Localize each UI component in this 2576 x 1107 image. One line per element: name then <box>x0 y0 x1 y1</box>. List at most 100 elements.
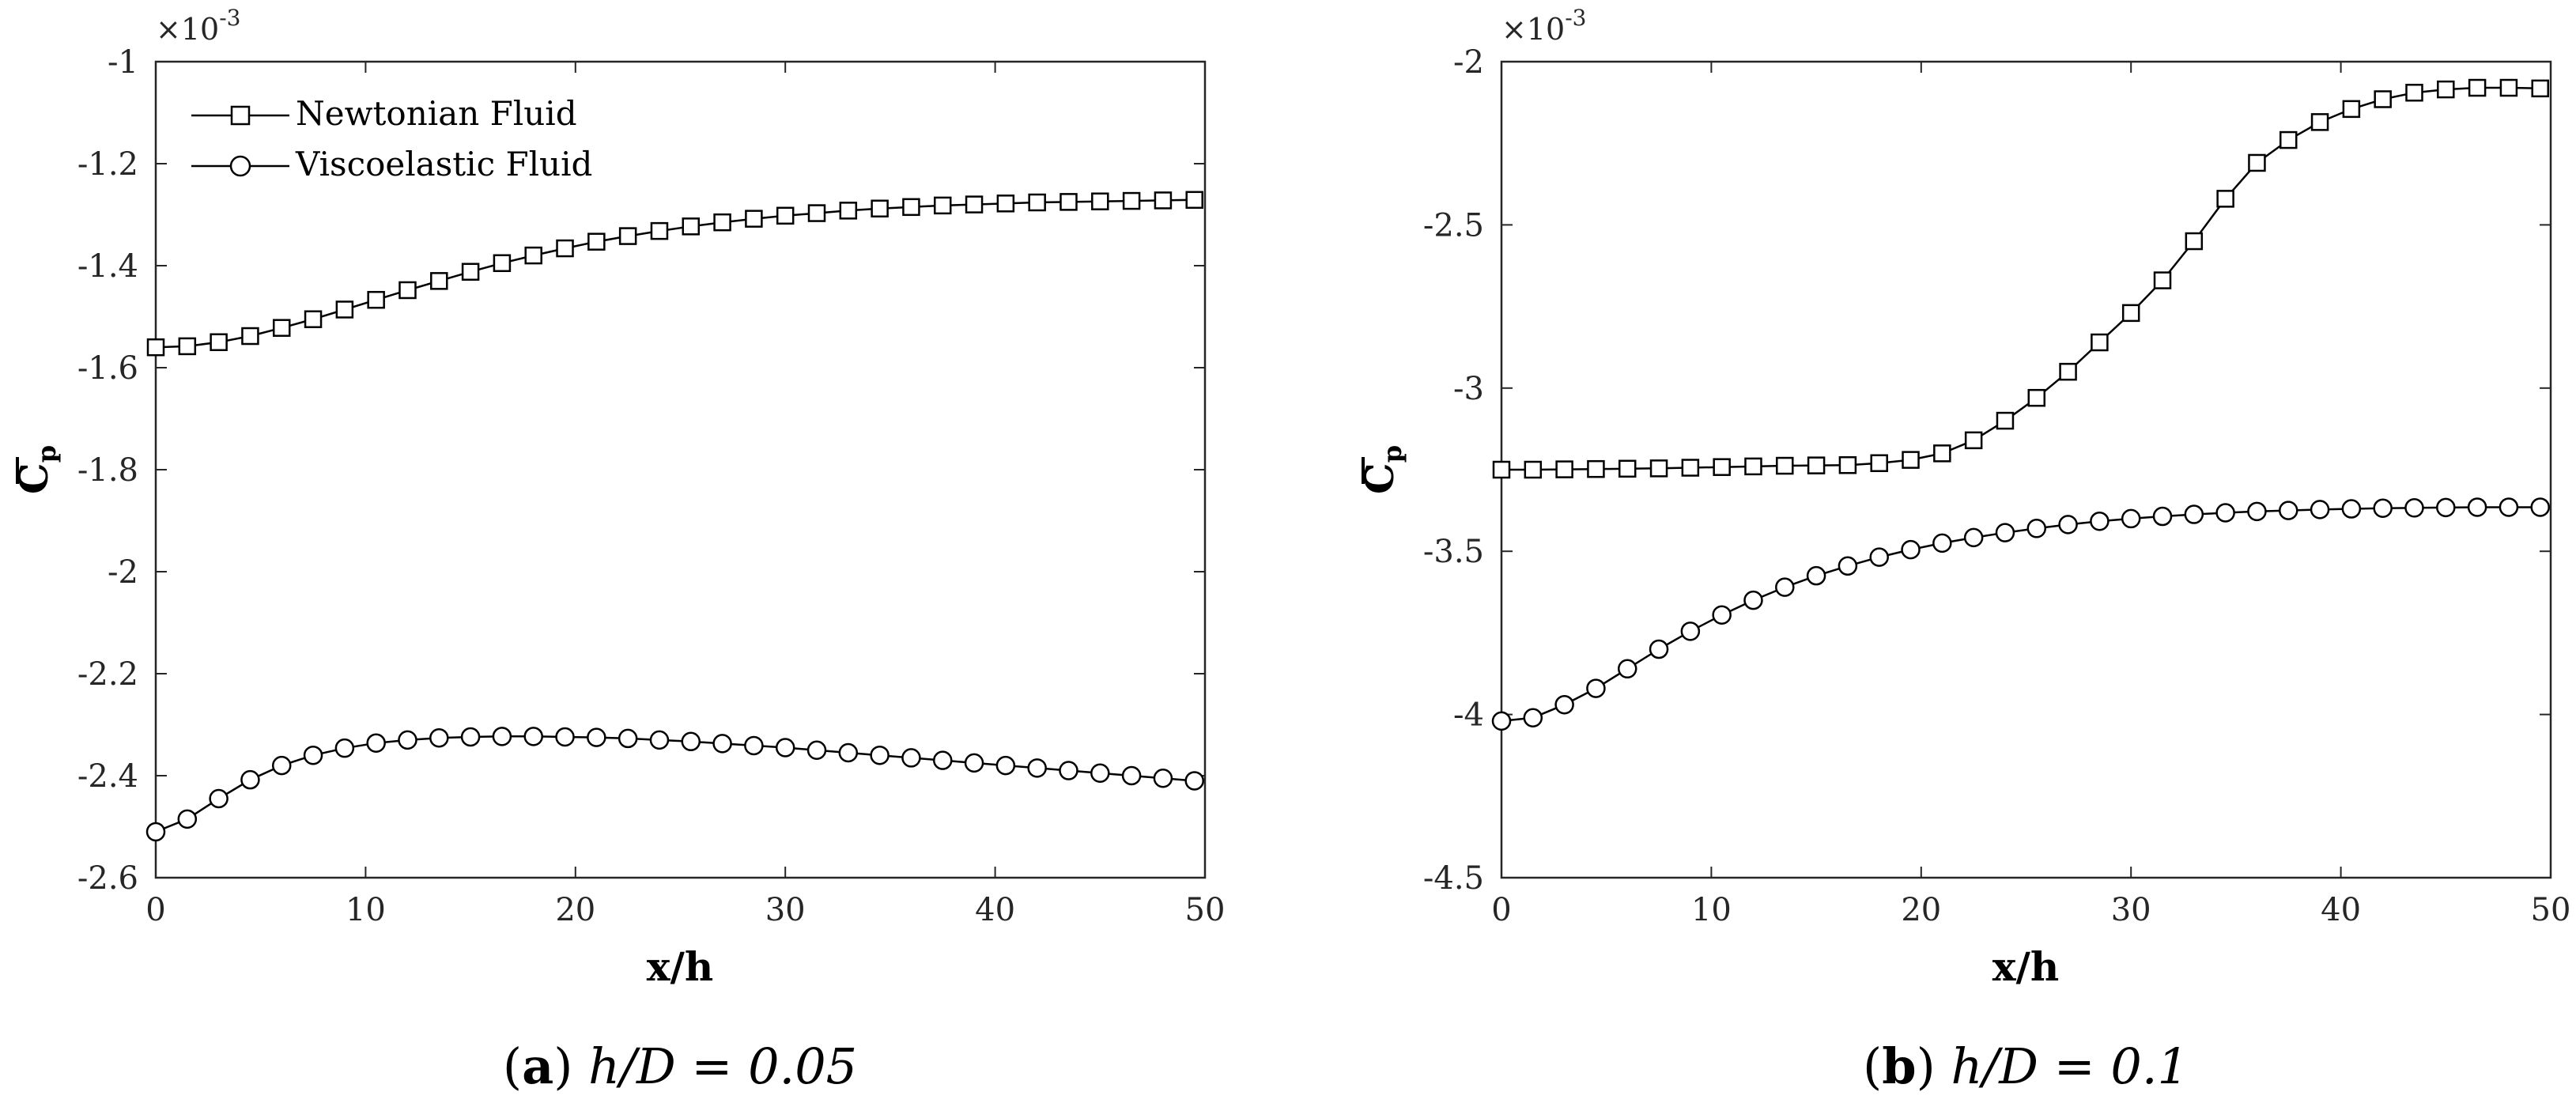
data-point-square-b <box>1807 456 1826 474</box>
data-point-circle-a <box>303 745 323 765</box>
data-point-circle-a <box>334 738 355 758</box>
data-point-square-b <box>1996 411 2015 430</box>
data-point-circle-a <box>1153 768 1173 788</box>
data-point-circle-b <box>2467 497 2487 517</box>
svg-text:Cp: Cp <box>1356 445 1407 494</box>
data-point-circle-b <box>2058 515 2078 535</box>
series-line-viscoelastic-b <box>1501 506 2540 723</box>
data-point-circle-b <box>1932 533 1952 554</box>
data-point-square-a <box>807 204 826 222</box>
data-point-circle-b <box>2404 498 2424 518</box>
legend-label-viscoelastic-a: Viscoelastic Fluid <box>295 145 592 183</box>
x-axis-label-b: x/h <box>1992 943 2059 990</box>
data-point-circle-a <box>429 728 449 748</box>
data-point-circle-b <box>1775 577 1795 597</box>
data-point-square-a <box>1028 193 1046 212</box>
data-point-square-b <box>2499 78 2518 97</box>
data-point-square-a <box>1122 191 1141 210</box>
series-line-viscoelastic-a <box>155 735 1195 833</box>
y-tick-label-b: -3.5 <box>1423 534 1484 570</box>
legend-marker-square-a <box>230 105 251 126</box>
data-point-circle-b <box>2215 503 2235 523</box>
data-point-square-b <box>1964 431 1983 450</box>
data-point-circle-a <box>870 745 890 765</box>
data-point-square-b <box>2185 232 2204 251</box>
data-point-square-b <box>2374 90 2392 108</box>
data-point-square-a <box>650 221 669 240</box>
data-point-circle-a <box>649 730 670 750</box>
data-point-circle-a <box>618 728 638 749</box>
data-point-circle-b <box>1586 678 1606 698</box>
data-point-circle-a <box>775 738 795 758</box>
data-point-square-a <box>682 217 701 236</box>
data-point-circle-b <box>2121 508 2141 529</box>
data-point-square-a <box>618 227 637 245</box>
data-point-circle-b <box>1995 523 2015 542</box>
data-point-square-b <box>2531 79 2549 98</box>
data-point-square-b <box>1713 458 1731 476</box>
data-point-circle-b <box>1523 708 1543 727</box>
axes-box-b <box>1500 60 2552 879</box>
data-point-square-a <box>713 213 731 232</box>
data-point-circle-a <box>1121 765 1142 786</box>
data-point-circle-b <box>2530 497 2550 517</box>
data-point-circle-b <box>1617 659 1637 679</box>
data-point-square-b <box>1587 459 1605 478</box>
series-line-newtonian-a <box>155 198 1195 349</box>
data-point-circle-b <box>1743 590 1763 610</box>
data-point-circle-a <box>209 788 229 809</box>
data-point-square-a <box>493 254 512 273</box>
data-point-square-b <box>1492 460 1511 479</box>
x-tick-label-b: 0 <box>1491 892 1511 928</box>
data-point-circle-b <box>2184 504 2204 524</box>
data-point-square-b <box>2091 333 2109 352</box>
data-point-circle-b <box>2152 506 2173 527</box>
x-axis-label-a: x/h <box>647 943 713 990</box>
data-point-circle-a <box>995 755 1016 776</box>
y-tick-label-b: -2 <box>1453 44 1484 81</box>
data-point-circle-b <box>2247 501 2267 522</box>
data-point-circle-a <box>1184 771 1204 791</box>
y-tick-label-a: -2.2 <box>77 656 138 693</box>
legend-box-a <box>183 89 634 196</box>
y-tick-label-a: -1.8 <box>77 452 138 489</box>
data-point-circle-b <box>1680 622 1701 641</box>
legend-a: Newtonian Fluid Viscoelastic Fluid <box>183 89 634 196</box>
y-tick-label-a: -1.4 <box>77 248 138 285</box>
data-point-square-a <box>1091 192 1109 210</box>
data-point-square-a <box>871 199 889 218</box>
data-point-square-b <box>2153 271 2172 289</box>
data-point-square-a <box>996 195 1015 213</box>
x-tick-label-b: 40 <box>2321 892 2361 928</box>
data-point-square-a <box>430 272 448 290</box>
x-tick-label-b: 50 <box>2531 892 2571 928</box>
data-point-square-a <box>367 290 385 309</box>
data-point-circle-b <box>2090 511 2110 531</box>
data-point-square-a <box>776 206 795 225</box>
data-point-square-a <box>745 210 763 228</box>
data-point-circle-b <box>2026 519 2047 538</box>
data-point-circle-a <box>806 740 827 760</box>
data-point-square-b <box>2279 130 2298 149</box>
data-point-square-a <box>839 202 858 220</box>
panel-b: 0 10 20 30 40 50-4.5-4-3.5-3-2.5-2 ×10-3 x/h … <box>1356 5 2570 1095</box>
data-point-square-a <box>1185 191 1203 210</box>
data-point-circle-a <box>1090 763 1110 784</box>
data-point-square-a <box>335 300 354 319</box>
data-point-square-a <box>524 246 542 265</box>
y-exponent-a: ×10-3 <box>156 5 240 47</box>
data-point-square-b <box>1649 459 1668 478</box>
data-point-circle-a <box>145 822 166 842</box>
data-point-square-a <box>210 333 228 351</box>
data-point-square-a <box>178 337 197 356</box>
x-tick-label-a: 30 <box>765 892 806 928</box>
data-point-circle-b <box>1554 694 1574 715</box>
data-point-circle-a <box>460 727 481 747</box>
data-point-square-b <box>2468 78 2487 97</box>
data-point-circle-b <box>1491 711 1512 731</box>
data-point-circle-a <box>555 727 575 747</box>
data-point-circle-a <box>838 742 859 763</box>
x-tick-label-a: 0 <box>145 892 165 928</box>
data-point-circle-a <box>964 753 984 773</box>
data-point-circle-b <box>2499 497 2519 517</box>
